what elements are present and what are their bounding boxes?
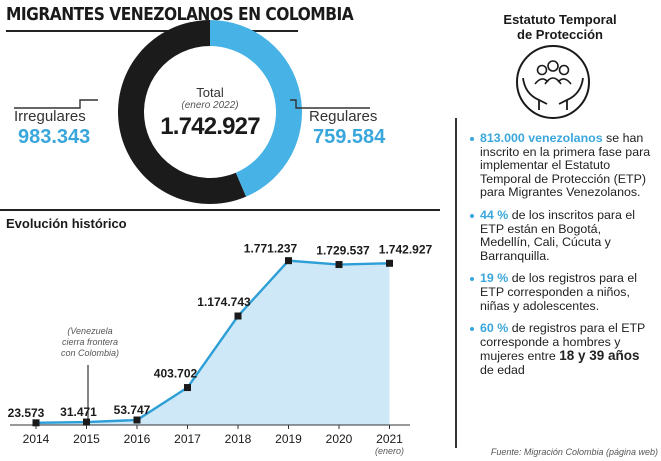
irregular-leader-line bbox=[14, 99, 98, 109]
year-label-2021: 2021 bbox=[376, 432, 403, 446]
etp-bullet-4: 60 % de registros para el ETP correspond… bbox=[468, 321, 654, 377]
history-marker-2018 bbox=[234, 312, 242, 320]
bullet-4-text: de registros para el ETP corresponde a h… bbox=[480, 321, 646, 364]
history-title: Evolución histórico bbox=[6, 216, 127, 231]
history-label-2020: 1.729.537 bbox=[316, 244, 370, 258]
history-label-2016: 53.747 bbox=[114, 403, 151, 417]
history-label-2017: 403.702 bbox=[154, 367, 198, 381]
total-value: 1.742.927 bbox=[160, 113, 260, 140]
history-label-2018: 1.174.743 bbox=[197, 295, 251, 309]
annotation-line-2: cierra frontera bbox=[62, 337, 118, 347]
bullet-4-bold: 18 y 39 años bbox=[559, 348, 640, 364]
history-label-2015: 31.471 bbox=[60, 405, 97, 419]
annotation-line-3: con Colombia) bbox=[61, 348, 119, 358]
year-label-2017: 2017 bbox=[174, 432, 201, 446]
last-year-note: (enero) bbox=[375, 446, 404, 456]
section-divider bbox=[0, 209, 440, 211]
etp-vertical-rule bbox=[455, 118, 457, 448]
history-line bbox=[35, 259, 390, 425]
history-marker-2016 bbox=[133, 416, 141, 424]
regular-leader-line bbox=[290, 99, 370, 109]
etp-bullet-3: 19 % de los registros para el ETP corres… bbox=[468, 272, 654, 313]
etp-bullet-2: 44 % de los inscritos para el ETP están … bbox=[468, 207, 654, 263]
irregular-value: 983.343 bbox=[18, 126, 91, 148]
regular-label: Regulares bbox=[309, 108, 378, 125]
history-data-labels: 23.573 31.471 53.747 403.702 1.174.743 1.771.… bbox=[8, 242, 433, 420]
donut-slice-irregular bbox=[118, 20, 247, 204]
history-marker-2014 bbox=[32, 419, 40, 427]
donut-slice-regular bbox=[210, 20, 303, 197]
history-label-2014: 23.573 bbox=[8, 406, 45, 420]
etp-title: Estatuto Temporal de Protección bbox=[470, 12, 650, 42]
donut-chart bbox=[14, 20, 370, 204]
history-marker-2019 bbox=[285, 257, 292, 265]
regular-value: 759.584 bbox=[313, 126, 386, 148]
history-label-2019: 1.771.237 bbox=[244, 242, 298, 256]
bullet-2-highlight: 44 % bbox=[480, 207, 509, 222]
history-markers bbox=[32, 257, 393, 427]
annotation-line-1: (Venezuela bbox=[67, 326, 112, 336]
year-label-2020: 2020 bbox=[326, 432, 353, 446]
year-label-2016: 2016 bbox=[124, 432, 151, 446]
x-axis-ticks bbox=[35, 425, 390, 429]
source-note: Fuente: Migración Colombia (página web) bbox=[490, 447, 658, 457]
history-marker-2017 bbox=[184, 384, 191, 392]
history-chart: (Venezuela cierra frontera con Colombia)… bbox=[8, 242, 433, 456]
year-label-2015: 2015 bbox=[73, 432, 100, 446]
year-label-2018: 2018 bbox=[225, 432, 252, 446]
etp-title-line-2: de Protección bbox=[517, 27, 603, 42]
bullet-4-highlight: 60 % bbox=[480, 321, 509, 336]
title-underline bbox=[6, 30, 298, 32]
etp-bullet-1: 813.000 venezolanos se han inscrito en l… bbox=[468, 131, 654, 200]
bullet-4-tail: de edad bbox=[480, 362, 525, 377]
bullet-2-text: de los inscritos para el ETP están en Bo… bbox=[480, 207, 635, 263]
bullet-3-text: de los registros para el ETP corresponde… bbox=[480, 271, 638, 313]
history-marker-2015 bbox=[83, 418, 90, 426]
bullet-1-text: se han inscrito en la primera fase para … bbox=[480, 131, 651, 200]
history-area bbox=[35, 259, 390, 425]
history-marker-2021 bbox=[386, 259, 393, 267]
total-date: (enero 2022) bbox=[181, 100, 239, 111]
bullet-1-highlight: 813.000 venezolanos bbox=[480, 131, 603, 145]
bullet-3-highlight: 19 % bbox=[480, 271, 509, 286]
irregular-label: Irregulares bbox=[14, 108, 86, 125]
history-marker-2020 bbox=[335, 261, 343, 269]
donut-section: Irregulares 983.343 Regulares 759.584 To… bbox=[0, 0, 440, 210]
year-label-2014: 2014 bbox=[23, 432, 50, 446]
history-year-labels: 2014 2015 2016 2017 2018 2019 2020 2021 bbox=[23, 432, 404, 446]
infographic-title: MIGRANTES VENEZOLANOS EN COLOMBIA bbox=[6, 4, 354, 25]
donut-slices bbox=[118, 20, 303, 204]
people-hands-icon bbox=[516, 45, 590, 119]
etp-title-line-1: Estatuto Temporal bbox=[503, 12, 617, 27]
total-label: Total bbox=[196, 85, 224, 100]
etp-bullet-list: 813.000 venezolanos se han inscrito en l… bbox=[468, 131, 654, 387]
history-area-fill bbox=[36, 260, 390, 425]
history-label-2021: 1.742.927 bbox=[379, 242, 433, 256]
year-label-2019: 2019 bbox=[275, 432, 302, 446]
